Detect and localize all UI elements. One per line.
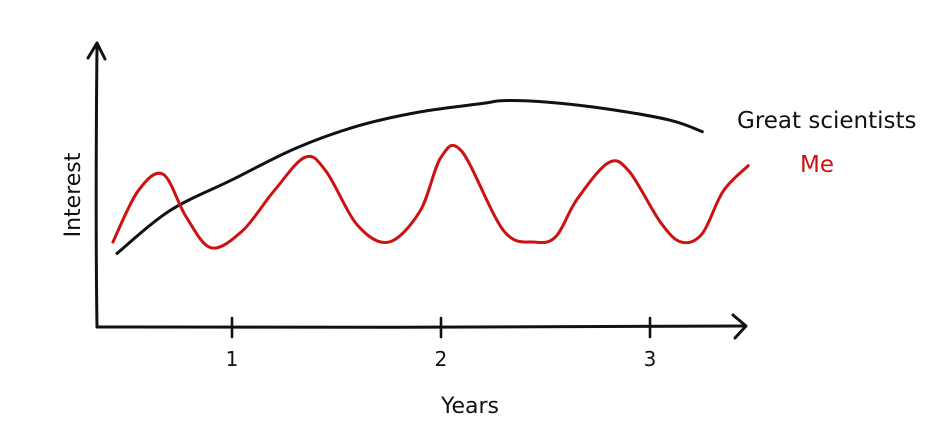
x-axis-arrowhead	[731, 313, 748, 340]
y-axis-arrowhead	[86, 41, 107, 61]
series-line-me	[111, 143, 750, 250]
axes	[86, 41, 748, 340]
series-line-great-scientists	[115, 99, 704, 255]
x-axis-label: Years	[440, 394, 499, 419]
series-label-great-scientists: Great scientists	[737, 108, 917, 134]
x-tick-label-3: 3	[644, 347, 657, 371]
x-ticks: 1 2 3	[226, 316, 657, 371]
x-tick-label-2: 2	[435, 347, 448, 371]
x-axis-line	[95, 324, 747, 329]
series-label-me: Me	[800, 152, 834, 178]
x-tick-label-1: 1	[226, 347, 239, 371]
y-axis-label: Interest	[61, 152, 86, 237]
series-lines	[111, 99, 750, 255]
y-axis-line	[94, 42, 99, 329]
